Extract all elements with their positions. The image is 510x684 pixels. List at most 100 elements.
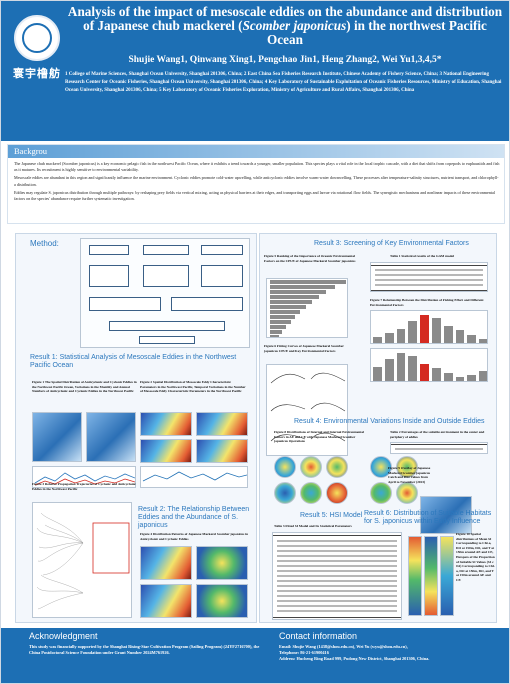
figure10-caption: Figure 10 Spatial distributions of Mean … <box>456 532 495 582</box>
figure10-map-strip-1 <box>408 536 422 616</box>
figure5-bar <box>270 295 319 299</box>
figure7-bar <box>467 334 477 343</box>
table1-caption: Table 1 Statistical results of the GAM m… <box>390 254 454 258</box>
figure7-bar <box>443 372 453 381</box>
figure5-bar-chart <box>266 278 348 338</box>
flowchart-node <box>201 265 243 287</box>
contact-phone: Telephone: 86-21-61900416 <box>279 650 329 655</box>
figure2-map-2 <box>196 412 248 436</box>
figure5-bar <box>270 300 312 304</box>
flowchart-node <box>89 245 129 255</box>
figure5-bar <box>270 290 327 294</box>
method-flowchart <box>80 238 250 348</box>
logo-motto: 寰宇橹舫 <box>13 68 61 80</box>
figure8-composite-7 <box>370 456 392 478</box>
figure7-bar <box>443 326 453 343</box>
figure7-histogram-2 <box>370 348 488 382</box>
table1 <box>370 262 488 292</box>
figure7-bar <box>455 376 465 381</box>
figure4-map-ae <box>140 546 192 580</box>
figure7-bar <box>408 320 418 343</box>
figure8-caption: Figure 8 Distributions of Internal and I… <box>274 430 365 444</box>
affiliations: 1 College of Marine Sciences, Shanghai O… <box>65 72 502 93</box>
table3-caption: Table 3 Fitted SI Model and Its Statisti… <box>274 524 352 528</box>
figure7-bar <box>455 330 465 343</box>
figure7-bar <box>479 338 487 343</box>
figure9-hsi-map <box>420 496 472 534</box>
figure5-bar <box>270 310 301 314</box>
university-logo: 寰宇橹舫 <box>7 15 67 97</box>
figure8-composite-10 <box>396 482 418 504</box>
figure5-bar <box>270 325 286 329</box>
figure3-trajectories <box>32 502 132 618</box>
flowchart-node <box>109 321 225 331</box>
result6-heading: Result 6: Distribution of Suitable Habit… <box>364 510 492 525</box>
figure2-caption: Figure 2 Spatial Distribution of Mesosca… <box>140 380 246 394</box>
figure5-bar <box>270 280 346 284</box>
figure5-caption: Figure 5 Ranking of the Importance of Oc… <box>264 254 356 263</box>
figure4-map-ce <box>140 584 192 618</box>
poster-header: 寰宇橹舫 Analysis of the impact of mesoscale… <box>1 1 509 141</box>
figure5-bar <box>270 330 283 334</box>
figure2-map-1 <box>140 412 192 436</box>
background-section: Backgrou The Japanese chub mackerel (Sco… <box>7 144 505 224</box>
figure2-map-3 <box>140 439 192 463</box>
figure3-caption: Figure 3 Relative Propagation Trajectori… <box>32 482 136 491</box>
background-heading: Backgrou <box>8 145 504 158</box>
result4-heading: Result 4: Environmental Variations Insid… <box>294 418 485 425</box>
flowchart-node <box>139 336 195 344</box>
contact-address: Address: Hucheng Ring Road 999, Pudong N… <box>279 656 430 661</box>
flowchart-node <box>171 297 243 311</box>
background-text: The Japanese chub mackerel (Scomber japo… <box>14 161 500 204</box>
figure7-bar <box>384 358 394 381</box>
figure7-bar <box>432 317 441 343</box>
right-panel: Result 3: Screening of Key Environmental… <box>259 233 497 623</box>
figure5-bar <box>270 285 336 289</box>
background-paragraph-2: Mesoscale eddies are abundant in this re… <box>14 175 499 187</box>
title-line-1: Analysis of the impact of mesoscale eddi… <box>67 4 503 19</box>
figure5-bar <box>270 305 306 309</box>
acknowledgment-text: This study was financially supported by … <box>29 644 260 655</box>
flowchart-node <box>143 245 189 255</box>
figure7-histogram-1 <box>370 310 488 344</box>
background-paragraph-1: The Japanese chub mackerel (Scomber japo… <box>14 161 500 173</box>
figure6-fitting-curves <box>266 364 348 456</box>
figure7-bar <box>396 329 406 343</box>
figure10-map-strip-3 <box>440 536 454 616</box>
table2 <box>390 442 488 454</box>
figure8-composite-6 <box>326 482 348 504</box>
figure7-bar <box>408 355 418 381</box>
figure7-bar <box>396 353 406 381</box>
poster-footer: Acknowledgment This study was financiall… <box>1 628 509 683</box>
figure7-caption: Figure 7 Relationship Between the Distri… <box>370 298 484 307</box>
method-heading: Method: <box>30 239 59 248</box>
figure1-caption: Figure 1 The Spatial Distribution of Ant… <box>32 380 137 394</box>
figure2-time-series <box>140 466 248 488</box>
figure4-map-ce-composite <box>196 584 248 618</box>
figure2-map-4 <box>196 439 248 463</box>
result3-heading: Result 3: Screening of Key Environmental… <box>314 240 469 247</box>
figure7-bar <box>420 315 429 343</box>
figure5-bar <box>270 315 296 319</box>
left-panel: Method: Result 1: Statistical Analysis o… <box>15 233 257 623</box>
figure8-composite-8 <box>396 456 418 478</box>
figure6-caption: Figure 6 Fitting Curves of Japanese Mack… <box>264 344 344 353</box>
figure1-map-ce <box>86 412 136 462</box>
figure8-composite-2 <box>300 456 322 478</box>
figure8-composite-1 <box>274 456 296 478</box>
flowchart-node <box>89 265 129 287</box>
seal-icon <box>14 15 60 61</box>
result5-heading: Result 5: HSI Model <box>300 512 363 519</box>
figure4-map-ae-composite <box>196 546 248 580</box>
figure8-composite-4 <box>274 482 296 504</box>
contact-heading: Contact information <box>279 631 358 641</box>
figure7-bar <box>384 333 394 343</box>
table3 <box>272 532 402 620</box>
contact-email: Email: Shujie Wang (1438@shou.edu.cn), W… <box>279 644 408 649</box>
result2-heading: Result 2: The Relationship Between Eddie… <box>138 506 250 529</box>
flowchart-node <box>143 265 189 287</box>
figure8-composite-9 <box>370 482 392 504</box>
figure5-bar <box>270 335 280 337</box>
background-paragraph-3: Eddies may regulate S. japonicus distrib… <box>14 189 495 202</box>
